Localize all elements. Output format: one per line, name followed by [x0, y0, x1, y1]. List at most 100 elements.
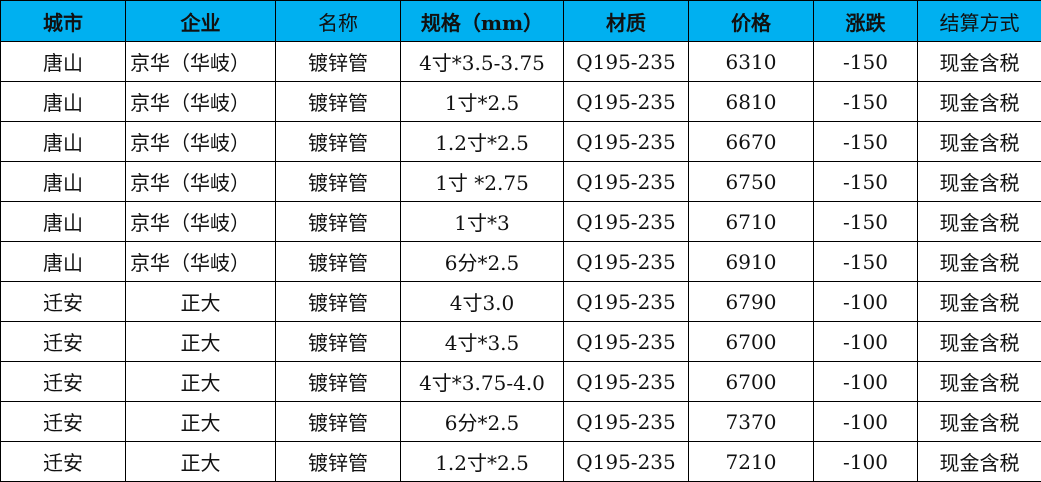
cell-product: 镀锌管: [276, 162, 401, 202]
cell-city: 迁安: [1, 402, 126, 442]
cell-change: -150: [814, 202, 918, 242]
cell-company: 京华（华岐）: [126, 202, 276, 242]
cell-city: 迁安: [1, 282, 126, 322]
cell-price: 7370: [689, 402, 814, 442]
cell-material: Q195-235: [564, 242, 689, 282]
cell-product: 镀锌管: [276, 242, 401, 282]
cell-settlement: 现金含税: [918, 362, 1041, 402]
cell-city: 唐山: [1, 202, 126, 242]
cell-company: 正大: [126, 402, 276, 442]
cell-company: 正大: [126, 322, 276, 362]
cell-spec: 6分*2.5: [401, 402, 564, 442]
cell-price: 6750: [689, 162, 814, 202]
cell-change: -150: [814, 242, 918, 282]
cell-change: -150: [814, 42, 918, 82]
cell-city: 迁安: [1, 322, 126, 362]
header-city: 城市: [1, 1, 126, 42]
cell-price: 6790: [689, 282, 814, 322]
cell-settlement: 现金含税: [918, 242, 1041, 282]
cell-settlement: 现金含税: [918, 162, 1041, 202]
cell-price: 7210: [689, 442, 814, 482]
cell-spec: 4寸*3.5-3.75: [401, 42, 564, 82]
cell-price: 6310: [689, 42, 814, 82]
cell-company: 京华（华岐）: [126, 242, 276, 282]
cell-material: Q195-235: [564, 362, 689, 402]
cell-price: 6810: [689, 82, 814, 122]
cell-company: 京华（华岐）: [126, 82, 276, 122]
cell-material: Q195-235: [564, 122, 689, 162]
header-row: 城市企业名称规格（mm）材质价格涨跌结算方式: [1, 1, 1041, 42]
header-settlement: 结算方式: [918, 1, 1041, 42]
cell-change: -150: [814, 82, 918, 122]
header-price: 价格: [689, 1, 814, 42]
cell-change: -100: [814, 402, 918, 442]
cell-spec: 6分*2.5: [401, 242, 564, 282]
cell-material: Q195-235: [564, 82, 689, 122]
cell-product: 镀锌管: [276, 122, 401, 162]
cell-spec: 1寸 *2.75: [401, 162, 564, 202]
cell-company: 正大: [126, 362, 276, 402]
cell-price: 6710: [689, 202, 814, 242]
cell-product: 镀锌管: [276, 42, 401, 82]
cell-product: 镀锌管: [276, 402, 401, 442]
cell-change: -150: [814, 122, 918, 162]
cell-change: -100: [814, 282, 918, 322]
cell-city: 迁安: [1, 442, 126, 482]
cell-product: 镀锌管: [276, 322, 401, 362]
cell-material: Q195-235: [564, 402, 689, 442]
cell-price: 6910: [689, 242, 814, 282]
cell-material: Q195-235: [564, 442, 689, 482]
cell-change: -150: [814, 162, 918, 202]
header-material: 材质: [564, 1, 689, 42]
cell-product: 镀锌管: [276, 362, 401, 402]
cell-city: 迁安: [1, 362, 126, 402]
cell-price: 6700: [689, 362, 814, 402]
cell-spec: 4寸*3.75-4.0: [401, 362, 564, 402]
header-spec: 规格（mm）: [401, 1, 564, 42]
cell-price: 6700: [689, 322, 814, 362]
cell-material: Q195-235: [564, 162, 689, 202]
header-company: 企业: [126, 1, 276, 42]
cell-spec: 4寸3.0: [401, 282, 564, 322]
cell-spec: 1寸*2.5: [401, 82, 564, 122]
cell-settlement: 现金含税: [918, 82, 1041, 122]
cell-product: 镀锌管: [276, 442, 401, 482]
cell-product: 镀锌管: [276, 282, 401, 322]
cell-spec: 1寸*3: [401, 202, 564, 242]
cell-change: -100: [814, 362, 918, 402]
cell-settlement: 现金含税: [918, 322, 1041, 362]
cell-city: 唐山: [1, 242, 126, 282]
cell-material: Q195-235: [564, 42, 689, 82]
cell-company: 京华（华岐）: [126, 122, 276, 162]
cell-settlement: 现金含税: [918, 442, 1041, 482]
cell-city: 唐山: [1, 162, 126, 202]
cell-settlement: 现金含税: [918, 42, 1041, 82]
cell-company: 正大: [126, 442, 276, 482]
cell-spec: 4寸*3.5: [401, 322, 564, 362]
header-change: 涨跌: [814, 1, 918, 42]
cell-city: 唐山: [1, 42, 126, 82]
cell-city: 唐山: [1, 122, 126, 162]
cell-company: 京华（华岐）: [126, 162, 276, 202]
cell-material: Q195-235: [564, 282, 689, 322]
cell-product: 镀锌管: [276, 202, 401, 242]
cell-settlement: 现金含税: [918, 202, 1041, 242]
cell-spec: 1.2寸*2.5: [401, 122, 564, 162]
cell-change: -100: [814, 322, 918, 362]
header-product: 名称: [276, 1, 401, 42]
cell-settlement: 现金含税: [918, 282, 1041, 322]
cell-company: 正大: [126, 282, 276, 322]
cell-city: 唐山: [1, 82, 126, 122]
cell-spec: 1.2寸*2.5: [401, 442, 564, 482]
cell-settlement: 现金含税: [918, 122, 1041, 162]
